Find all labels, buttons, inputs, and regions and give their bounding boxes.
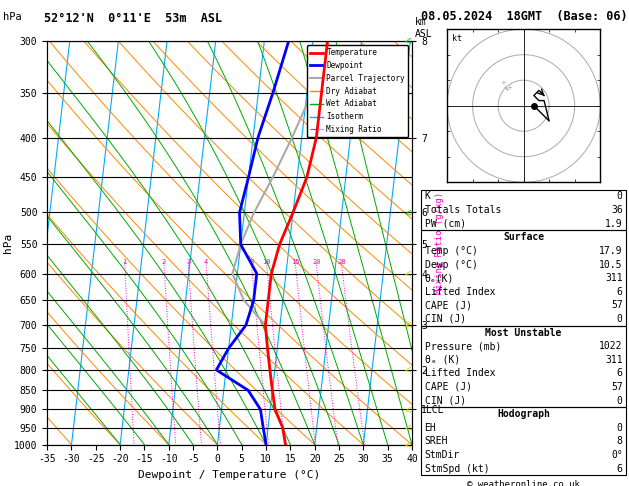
Text: +: + (501, 80, 506, 87)
Text: <: < (404, 268, 414, 279)
Text: 57: 57 (611, 382, 623, 392)
Text: 17.9: 17.9 (599, 246, 623, 256)
Legend: Temperature, Dewpoint, Parcel Trajectory, Dry Adiabat, Wet Adiabat, Isotherm, Mi: Temperature, Dewpoint, Parcel Trajectory… (306, 45, 408, 137)
Text: 08.05.2024  18GMT  (Base: 06): 08.05.2024 18GMT (Base: 06) (421, 10, 628, 23)
Text: 1.9: 1.9 (605, 219, 623, 229)
Text: © weatheronline.co.uk: © weatheronline.co.uk (467, 480, 580, 486)
Text: 10.5: 10.5 (599, 260, 623, 270)
Text: 0: 0 (617, 423, 623, 433)
Text: 3: 3 (186, 259, 191, 265)
Text: <: < (404, 364, 414, 376)
Text: 6: 6 (617, 464, 623, 474)
Text: Pressure (mb): Pressure (mb) (425, 341, 501, 351)
Text: StmDir: StmDir (425, 450, 460, 460)
Text: 57: 57 (611, 300, 623, 311)
Text: 28: 28 (337, 259, 346, 265)
Text: CIN (J): CIN (J) (425, 396, 465, 406)
Text: <: < (404, 422, 414, 433)
Text: 52°12'N  0°11'E  53m  ASL: 52°12'N 0°11'E 53m ASL (44, 12, 222, 25)
Text: Surface: Surface (503, 232, 544, 243)
Text: 2: 2 (162, 259, 166, 265)
Text: kt: kt (452, 34, 462, 43)
Text: <: < (404, 320, 414, 331)
Y-axis label: hPa: hPa (3, 233, 13, 253)
Text: θₑ(K): θₑ(K) (425, 273, 454, 283)
Text: 10: 10 (262, 259, 271, 265)
Text: Hodograph: Hodograph (497, 409, 550, 419)
Text: Temp (°C): Temp (°C) (425, 246, 477, 256)
Text: CIN (J): CIN (J) (425, 314, 465, 324)
Text: K: K (425, 191, 430, 202)
Text: 0°: 0° (611, 450, 623, 460)
Text: PW (cm): PW (cm) (425, 219, 465, 229)
Text: 6: 6 (617, 368, 623, 379)
Text: CAPE (J): CAPE (J) (425, 382, 472, 392)
Text: 1022: 1022 (599, 341, 623, 351)
Text: <: < (404, 439, 414, 451)
Text: 311: 311 (605, 355, 623, 365)
Text: Dewp (°C): Dewp (°C) (425, 260, 477, 270)
Text: 4: 4 (204, 259, 208, 265)
Text: 36: 36 (611, 205, 623, 215)
Text: <: < (404, 404, 414, 415)
Text: 1: 1 (123, 259, 127, 265)
Text: hPa: hPa (3, 12, 22, 22)
Text: Totals Totals: Totals Totals (425, 205, 501, 215)
Text: 20: 20 (312, 259, 321, 265)
Text: km
ASL: km ASL (415, 17, 433, 39)
Text: Lifted Index: Lifted Index (425, 368, 495, 379)
Text: SREH: SREH (425, 436, 448, 447)
Text: 311: 311 (605, 273, 623, 283)
Text: 8: 8 (617, 436, 623, 447)
Text: Lifted Index: Lifted Index (425, 287, 495, 297)
Text: Mixing Ratio (g/kg): Mixing Ratio (g/kg) (435, 192, 444, 294)
Text: <: < (404, 35, 414, 47)
X-axis label: Dewpoint / Temperature (°C): Dewpoint / Temperature (°C) (138, 470, 321, 480)
Text: 0: 0 (617, 314, 623, 324)
Text: 6: 6 (617, 287, 623, 297)
Text: 8: 8 (249, 259, 253, 265)
Text: 15: 15 (291, 259, 299, 265)
Text: EH: EH (425, 423, 437, 433)
Text: θₑ (K): θₑ (K) (425, 355, 460, 365)
Text: +: + (506, 86, 511, 91)
Text: 0: 0 (617, 396, 623, 406)
Text: StmSpd (kt): StmSpd (kt) (425, 464, 489, 474)
Text: Most Unstable: Most Unstable (486, 328, 562, 338)
Text: CAPE (J): CAPE (J) (425, 300, 472, 311)
Text: <: < (404, 207, 414, 218)
Text: 0: 0 (617, 191, 623, 202)
